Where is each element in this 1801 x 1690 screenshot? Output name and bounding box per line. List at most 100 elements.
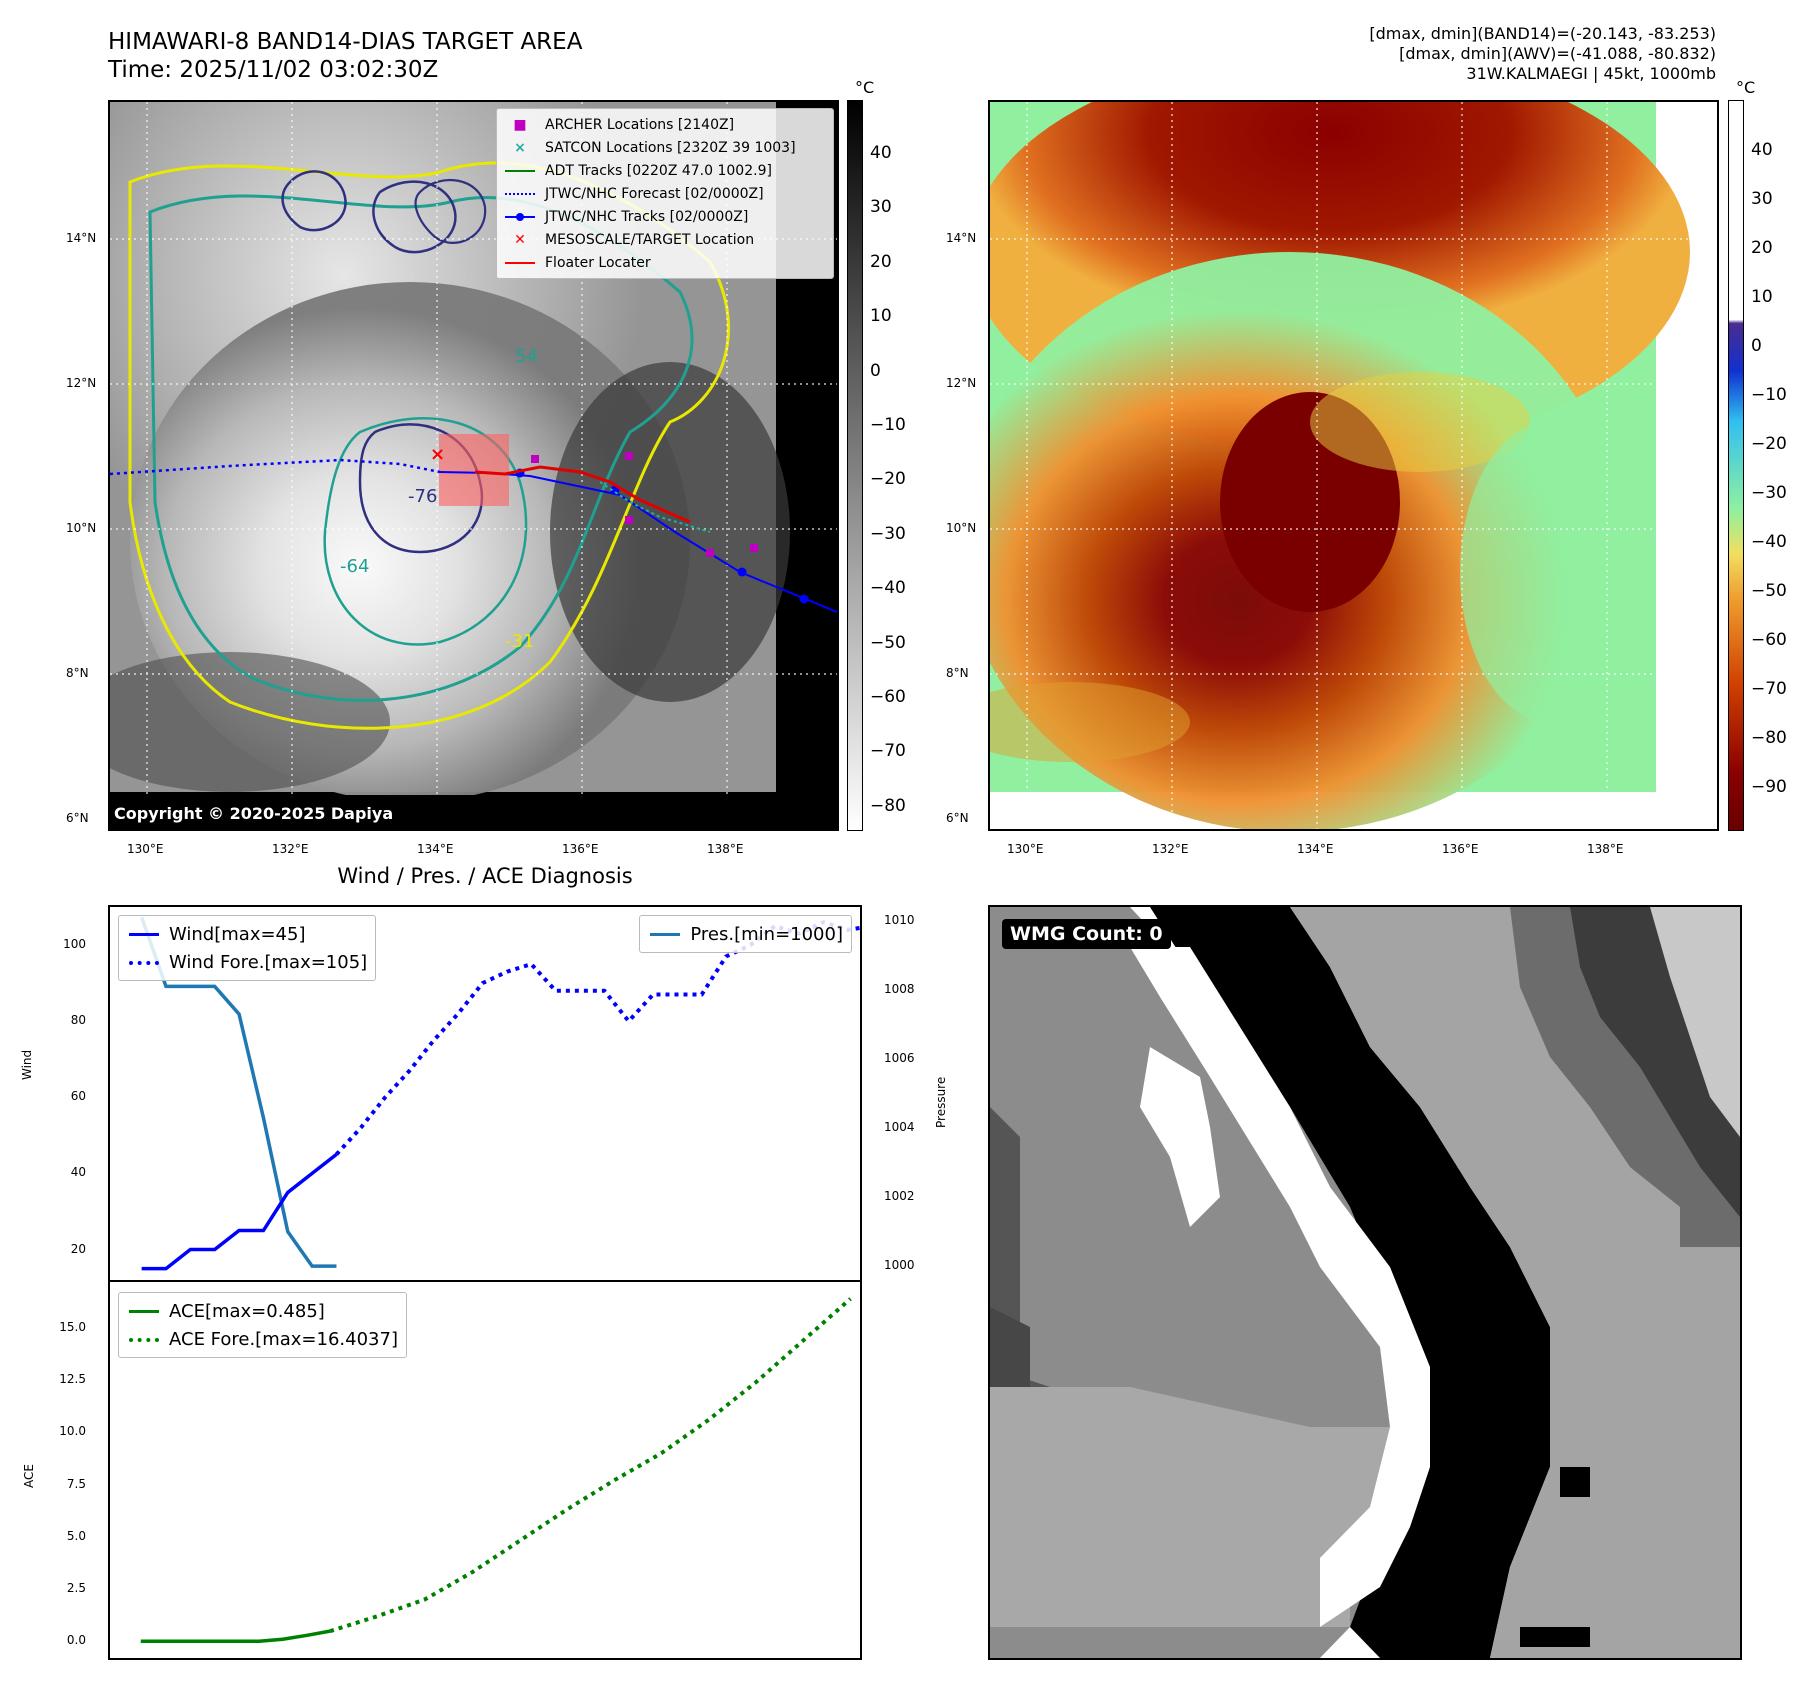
awv-colorbar-tick: −80 [1751, 728, 1787, 748]
ace-legend: ACE[max=0.485] ACE Fore.[max=16.4037] [118, 1292, 407, 1358]
x-marker-icon: × [514, 139, 526, 156]
solid-line-icon [127, 1301, 161, 1322]
ace-panel: ACE[max=0.485] ACE Fore.[max=16.4037] [108, 1280, 862, 1660]
solid-line-icon [127, 924, 161, 945]
ir-colorbar-unit: °C [855, 78, 875, 97]
pressure-legend: Pres.[min=1000] [639, 915, 852, 953]
solid-line-icon [503, 255, 537, 271]
legend-item-archer: ■ ARCHER Locations [2140Z] [503, 113, 827, 136]
awv-colorbar-tick: 20 [1751, 238, 1773, 258]
floater-locater-track [474, 465, 691, 524]
solid-line-icon [648, 924, 682, 945]
ir-colorbar-tick: −10 [870, 415, 906, 435]
ace-forecast-line [329, 1297, 852, 1634]
ir-colorbar-tick: 10 [870, 306, 892, 327]
ir-colorbar-tick: −30 [870, 523, 906, 544]
contour-label-76: -76 [408, 486, 437, 507]
ir-map-panel: -64 -31 54 -76 × Copyright © 2020-2025 D… [108, 100, 839, 831]
awv-colorbar-tick: 40 [1751, 140, 1773, 160]
legend-item-jtwc-tracks: JTWC/NHC Tracks [02/0000Z] [503, 205, 827, 228]
satcon-track [599, 481, 711, 533]
copyright-bar [110, 795, 837, 829]
stats-awv: [dmax, dmin](AWV)=(-41.088, -80.832) [1399, 44, 1716, 63]
legend-item-pressure: Pres.[min=1000] [648, 920, 843, 948]
wind-ylabel: Wind [20, 1049, 34, 1080]
legend-item-ace: ACE[max=0.485] [127, 1297, 398, 1325]
awv-image [990, 102, 1717, 829]
pressure-ylabel: Pressure [934, 1076, 948, 1128]
ace-tick: 2.5 [66, 1581, 86, 1596]
ir-colorbar-tick: −40 [870, 578, 906, 599]
awv-colorbar-tick: 10 [1751, 287, 1773, 307]
ace-plot [140, 1297, 852, 1644]
legend-item-floater: Floater Locater [503, 251, 827, 274]
jtwc-track-points [515, 468, 809, 604]
legend-item-adt: ADT Tracks [0220Z 47.0 1002.9] [503, 159, 827, 182]
legend-item-wind: Wind[max=45] [127, 920, 367, 948]
ace-tick: 12.5 [59, 1372, 86, 1387]
pressure-tick: 1006 [884, 1050, 915, 1065]
pressure-line [140, 916, 337, 1268]
wind-forecast-line [334, 920, 860, 1156]
ace-tick: 0.0 [66, 1633, 86, 1648]
copyright-text: Copyright © 2020-2025 Dapiya [114, 804, 394, 823]
awv-colorbar-tick: −10 [1751, 385, 1787, 405]
wmg-image [990, 907, 1740, 1658]
ir-colorbar-tick: −80 [870, 795, 906, 816]
awv-colorbar-tick: 30 [1751, 189, 1773, 209]
solid-line-icon [503, 163, 537, 179]
ir-colorbar-tick: −70 [870, 741, 906, 762]
wind-tick: 40 [70, 1165, 86, 1180]
pressure-tick: 1002 [884, 1189, 915, 1204]
wind-pressure-panel: Wind[max=45] Wind Fore.[max=105] Pres.[m… [108, 905, 862, 1282]
ace-tick: 7.5 [66, 1476, 86, 1491]
awv-colorbar-tick: −50 [1751, 581, 1787, 601]
wind-tick: 20 [70, 1241, 86, 1256]
target-location-marker: × [430, 444, 445, 465]
awv-colorbar-tick: −30 [1751, 483, 1787, 503]
wmg-count-badge: WMG Count: 0 [1002, 919, 1171, 949]
awv-colorbar-tick: 0 [1751, 336, 1762, 356]
stats-block: [dmax, dmin](BAND14)=(-20.143, -83.253) … [1369, 24, 1716, 84]
pressure-tick: 1004 [884, 1120, 915, 1135]
ir-colorbar-tick: 20 [870, 251, 892, 272]
awv-colorbar-tick: −20 [1751, 434, 1787, 454]
awv-colorbar-tick: −90 [1751, 777, 1787, 797]
ace-tick: 10.0 [59, 1424, 86, 1439]
line-dot-icon [503, 209, 537, 225]
contour-label-54: 54 [515, 346, 538, 367]
ir-colorbar-tick: −60 [870, 687, 906, 707]
ir-colorbar-tick: −50 [870, 632, 906, 653]
wind-tick: 60 [70, 1089, 86, 1104]
x-marker-icon: ✕ [514, 231, 526, 248]
awv-colorbar-tick: −70 [1751, 679, 1787, 699]
legend-item-wind-fore: Wind Fore.[max=105] [127, 948, 367, 976]
pressure-tick: 1000 [884, 1258, 915, 1273]
wind-line [141, 1153, 338, 1271]
wind-legend: Wind[max=45] Wind Fore.[max=105] [118, 915, 377, 981]
awv-colorbar-tick: −60 [1751, 630, 1787, 650]
dotted-line-icon [127, 1329, 161, 1350]
wind-tick: 80 [70, 1013, 86, 1028]
ir-colorbar-tick: 0 [870, 360, 881, 381]
ir-colorbar [847, 100, 863, 831]
legend-item-jtwc-forecast: JTWC/NHC Forecast [02/0000Z] [503, 182, 827, 205]
legend-item-target: ✕ MESOSCALE/TARGET Location [503, 228, 827, 251]
ir-legend: ■ ARCHER Locations [2140Z] × SATCON Locati… [496, 108, 834, 279]
ir-colorbar-tick: 30 [870, 197, 892, 218]
square-marker-icon: ■ [513, 116, 527, 133]
ace-line [140, 1629, 331, 1644]
stats-band14: [dmax, dmin](BAND14)=(-20.143, -83.253) [1369, 24, 1716, 43]
awv-colorbar [1728, 100, 1744, 831]
ace-tick: 5.0 [66, 1528, 86, 1543]
ace-tick: 15.0 [59, 1319, 86, 1334]
ir-colorbar-tick: 40 [870, 143, 892, 163]
archer-markers [531, 452, 758, 557]
ace-ylabel: ACE [22, 1464, 36, 1488]
pressure-tick: 1010 [884, 912, 915, 927]
contour-label-64: -64 [340, 556, 369, 577]
awv-colorbar-tick: −40 [1751, 532, 1787, 552]
storm-info: 31W.KALMAEGI | 45kt, 1000mb [1466, 64, 1716, 83]
contour-label-31: -31 [505, 631, 534, 652]
legend-item-satcon: × SATCON Locations [2320Z 39 1003] [503, 136, 827, 159]
